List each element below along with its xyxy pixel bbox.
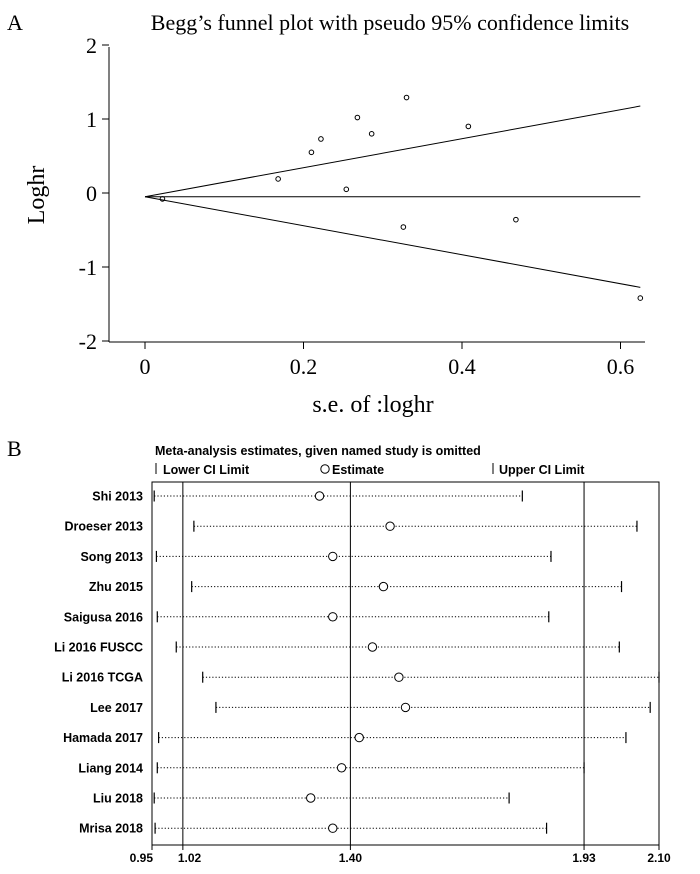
forest-estimate-marker [306,793,316,803]
forest-study-label: Shi 2013 [92,490,143,504]
funnel-y-tick-label: 0 [86,181,97,206]
forest-study-label: Mrisa 2018 [79,822,143,836]
legend-estimate-marker [320,464,330,474]
funnel-study-point [159,196,166,202]
funnel-x-tick-label: 0 [140,354,151,379]
forest-x-tick-label: 2.10 [647,851,671,865]
funnel-x-tick-label: 0.2 [290,354,318,379]
forest-study-label: Liu 2018 [93,792,143,806]
forest-x-tick-label: 1.02 [178,851,202,865]
funnel-study-point [308,149,315,156]
funnel-study-point [343,186,350,193]
forest-study-label: Liang 2014 [78,761,143,775]
forest-estimate-marker [328,823,338,833]
forest-legend: Lower CI Limit Estimate Upper CI Limit [155,463,585,477]
forest-estimate-marker [385,521,395,531]
panel-b-letter: B [7,436,22,461]
funnel-study-point [368,131,375,137]
funnel-x-tick-label: 0.6 [607,354,635,379]
funnel-y-axis-label: Loghr [24,166,50,225]
forest-estimate-marker [400,702,411,713]
forest-study-label: Hamada 2017 [63,731,143,745]
funnel-study-point [513,216,519,223]
forest-x-tick-label: 0.95 [130,851,154,865]
forest-estimate-marker [394,672,404,682]
funnel-title: Begg’s funnel plot with pseudo 95% confi… [151,10,629,35]
forest-plot-frame [151,481,660,846]
funnel-study-point [354,114,361,121]
funnel-study-point [403,94,410,101]
legend-lower-label: Lower CI Limit [163,463,250,477]
funnel-y-tick-label: -1 [79,255,97,280]
panel-a-letter: A [7,10,23,35]
funnel-lower-limit-line [144,196,641,288]
funnel-x-tick-label: 0.4 [448,354,476,379]
forest-study-label: Zhu 2015 [89,580,143,594]
forest-study-label: Li 2016 FUSCC [54,641,143,655]
forest-estimate-marker [367,642,378,652]
funnel-study-point [465,123,472,130]
forest-x-tick-label: 1.93 [572,851,596,865]
funnel-x-axis-label: s.e. of :loghr [312,392,433,418]
forest-study-label: Saigusa 2016 [64,610,143,624]
funnel-study-point [637,295,644,301]
forest-title: Meta-analysis estimates, given named stu… [155,444,481,458]
forest-study-label: Lee 2017 [90,701,143,715]
forest-estimate-marker [354,732,364,743]
forest-study-label: Droeser 2013 [64,520,143,534]
forest-study-label: Song 2013 [80,550,143,564]
funnel-y-tick-label: 1 [86,107,97,132]
funnel-study-point [400,224,407,230]
funnel-y-tick-label: 2 [86,33,97,58]
legend-upper-label: Upper CI Limit [499,463,585,477]
forest-estimate-marker [328,551,338,562]
funnel-study-point [318,136,324,142]
funnel-plot: 2 1 0 -1 -2 0 0.2 0.4 0.6 [79,33,645,379]
forest-x-tick-label: 1.40 [339,851,363,865]
forest-estimate-marker [328,612,338,622]
forest-estimate-marker [378,581,389,592]
funnel-study-point [275,176,281,182]
funnel-y-tick-label: -2 [79,329,97,354]
legend-estimate-label: Estimate [332,463,384,477]
forest-plot: 0.95 1.02 1.40 1.93 2.10 Shi 2013 Droeser 2013… [54,481,671,865]
forest-study-label: Li 2016 TCGA [62,671,143,685]
funnel-upper-limit-line [144,105,641,198]
forest-estimate-marker [314,491,325,501]
forest-estimate-marker [336,763,347,773]
